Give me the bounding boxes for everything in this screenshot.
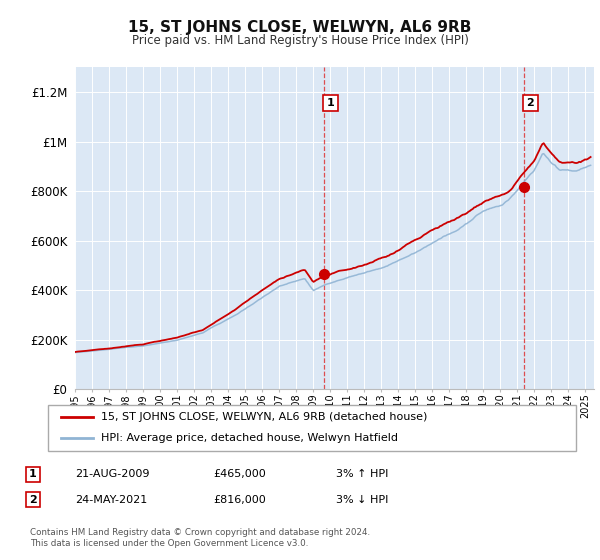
Text: 1: 1 [29,469,37,479]
Text: 15, ST JOHNS CLOSE, WELWYN, AL6 9RB (detached house): 15, ST JOHNS CLOSE, WELWYN, AL6 9RB (det… [101,412,427,422]
Text: Contains HM Land Registry data © Crown copyright and database right 2024.
This d: Contains HM Land Registry data © Crown c… [30,528,370,548]
Text: 24-MAY-2021: 24-MAY-2021 [75,494,147,505]
Text: 2: 2 [526,98,534,108]
Text: 1: 1 [326,98,334,108]
Text: £465,000: £465,000 [213,469,266,479]
Text: Price paid vs. HM Land Registry's House Price Index (HPI): Price paid vs. HM Land Registry's House … [131,34,469,46]
Text: 15, ST JOHNS CLOSE, WELWYN, AL6 9RB: 15, ST JOHNS CLOSE, WELWYN, AL6 9RB [128,20,472,35]
Text: 21-AUG-2009: 21-AUG-2009 [75,469,149,479]
Text: 3% ↓ HPI: 3% ↓ HPI [336,494,388,505]
Text: 3% ↑ HPI: 3% ↑ HPI [336,469,388,479]
Text: £816,000: £816,000 [213,494,266,505]
Text: 2: 2 [29,494,37,505]
Text: HPI: Average price, detached house, Welwyn Hatfield: HPI: Average price, detached house, Welw… [101,433,398,444]
